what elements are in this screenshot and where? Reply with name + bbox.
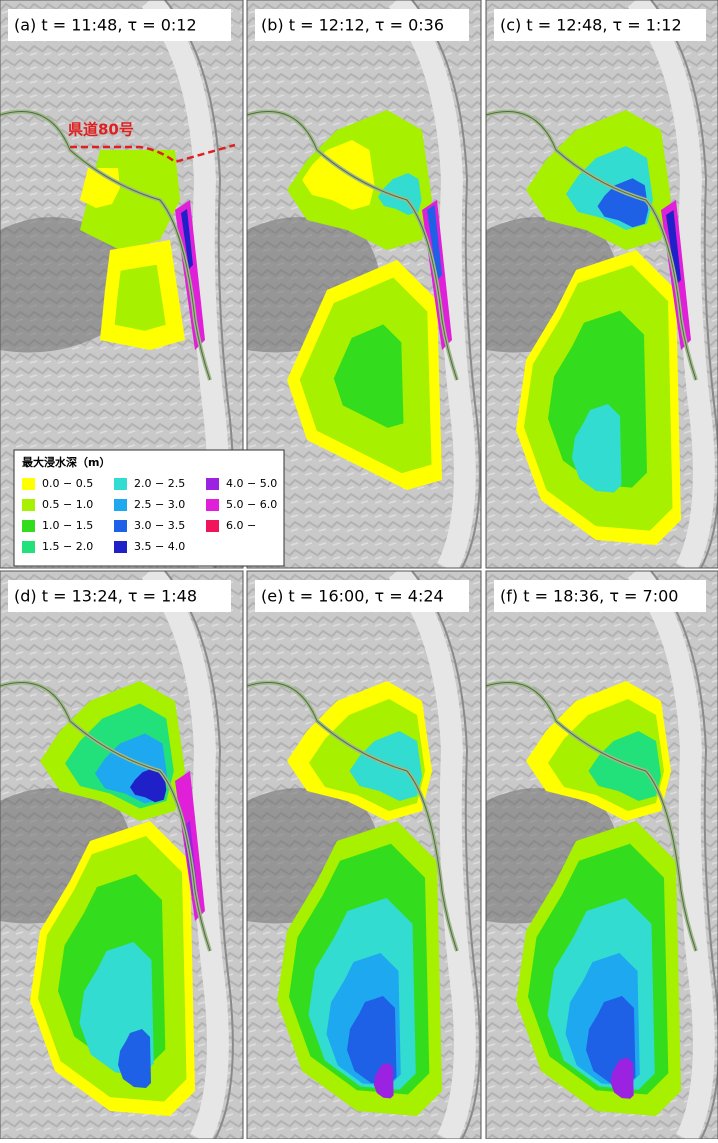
legend-swatch [206,478,219,490]
panel-label: (d) t = 13:24, τ = 1:48 [14,587,197,606]
figure: 県道80号 (a) t = 11:48, τ = 0:12 (b) t = 12:1… [0,0,718,1139]
map-panel: (d) t = 13:24, τ = 1:48 [0,571,243,1139]
legend-label: 0.5 − 1.0 [42,498,93,511]
map-panel: (e) t = 16:00, τ = 4:24 [247,571,481,1139]
legend-swatch [206,520,219,532]
legend-label: 1.5 − 2.0 [42,540,93,553]
legend: 最大浸水深（m） 0.0 − 0.5 0.5 − 1.0 1.0 − 1.5 1.5 … [14,450,284,566]
legend-label: 6.0 − [226,519,256,532]
panel-label: (a) t = 11:48, τ = 0:12 [14,16,197,35]
flood-area [115,265,166,331]
panel-label: (f) t = 18:36, τ = 7:00 [500,587,678,606]
legend-swatch [114,520,127,532]
map-content [0,571,243,1139]
legend-label: 3.5 − 4.0 [134,540,185,553]
legend-title: 最大浸水深（m） [22,455,110,469]
legend-label: 4.0 − 5.0 [226,477,277,490]
legend-label: 1.0 − 1.5 [42,519,93,532]
legend-label: 2.0 − 2.5 [134,477,185,490]
legend-swatch [114,541,127,553]
legend-label: 2.5 − 3.0 [134,498,185,511]
map-panel: (f) t = 18:36, τ = 7:00 [486,571,718,1139]
road-label: 県道80号 [68,121,134,139]
map-content [486,571,718,1139]
legend-label: 3.0 − 3.5 [134,519,185,532]
legend-swatch [22,478,35,490]
map-content [486,0,718,568]
map-content [247,571,481,1139]
legend-swatch [22,499,35,511]
legend-swatch [114,478,127,490]
legend-label: 5.0 − 6.0 [226,498,277,511]
map-panel: (c) t = 12:48, τ = 1:12 [486,0,718,568]
panel-label: (e) t = 16:00, τ = 4:24 [261,587,444,606]
legend-swatch [22,520,35,532]
legend-label: 0.0 − 0.5 [42,477,93,490]
panel-label: (c) t = 12:48, τ = 1:12 [500,16,682,35]
legend-swatch [114,499,127,511]
legend-swatch [206,499,219,511]
panel-label: (b) t = 12:12, τ = 0:36 [261,16,444,35]
legend-swatch [22,541,35,553]
